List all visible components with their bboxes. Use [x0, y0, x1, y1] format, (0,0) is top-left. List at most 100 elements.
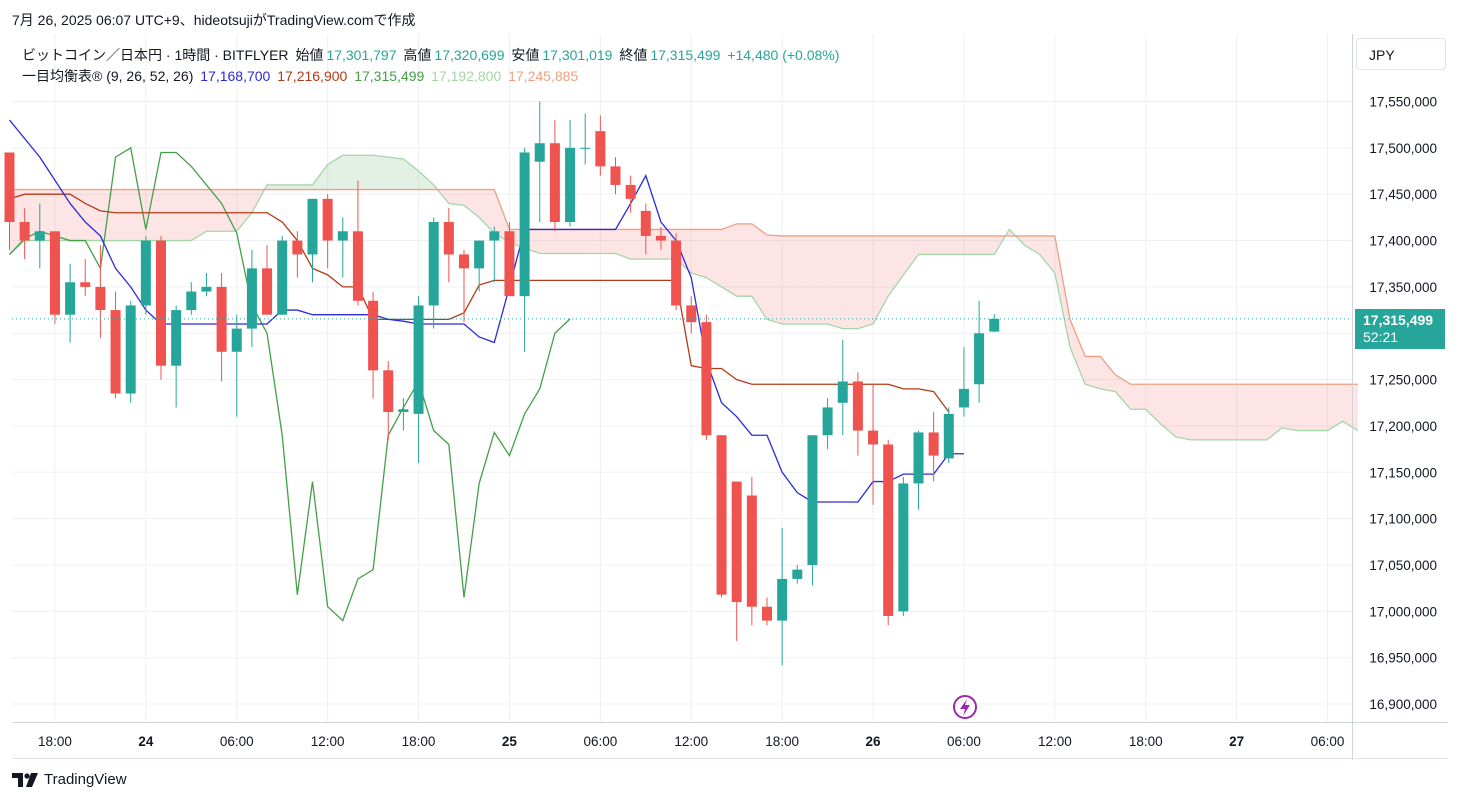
kumo-segment [585, 229, 601, 254]
candle [201, 272, 212, 297]
kumo-segment [721, 223, 737, 297]
chart-legend: ビットコイン／日本円 · 1時間 · BITFLYER 始値 17,301,797… [22, 45, 842, 87]
chikou-line [9, 146, 571, 622]
candle [49, 231, 60, 324]
span-b-value: 17,245,885 [508, 68, 579, 84]
candle-body [913, 432, 924, 484]
candle [655, 226, 666, 250]
kumo-segment [373, 155, 389, 190]
price-tick-label: 17,150,000 [1369, 465, 1437, 480]
candle-body [4, 152, 15, 223]
candle [307, 198, 318, 283]
candle [368, 291, 379, 399]
price-tick-label: 17,400,000 [1369, 234, 1437, 249]
candle [913, 430, 924, 510]
candle [140, 235, 151, 315]
lightning-icon[interactable] [953, 695, 977, 719]
span-b-line [9, 188, 1358, 385]
candle-body [413, 305, 424, 414]
candle [958, 347, 969, 417]
candle [322, 194, 333, 269]
high-label: 高値 [403, 47, 432, 63]
currency-selector[interactable]: JPY [1356, 38, 1446, 70]
candle-body [307, 198, 318, 255]
candle-body [655, 235, 666, 241]
candle-body [428, 222, 439, 306]
change-value: +14,480 (+0.08%) [727, 47, 840, 63]
candle-body [171, 310, 182, 366]
tradingview-icon [12, 772, 38, 787]
kumo-segment [85, 189, 101, 241]
price-tick-label: 17,050,000 [1369, 558, 1437, 573]
candle [277, 235, 288, 315]
kumo-segment [1191, 384, 1207, 440]
candle-body [822, 407, 833, 436]
candle-body [762, 606, 772, 621]
candle-body [777, 578, 788, 621]
price-tick-label: 16,950,000 [1369, 651, 1437, 666]
kumo-segment [1176, 384, 1192, 440]
candle [640, 203, 651, 255]
time-tick-label: 06:00 [583, 734, 617, 749]
price-tick-label: 17,250,000 [1369, 373, 1437, 388]
candle-body [580, 147, 591, 149]
time-tick-label: 26 [866, 734, 882, 749]
time-tick-label: 18:00 [765, 734, 799, 749]
kumo-segment [751, 223, 767, 320]
kumo-segment [842, 235, 858, 329]
candle-body [459, 254, 469, 269]
price-tick-label: 17,500,000 [1369, 141, 1437, 156]
candle-body [958, 388, 969, 408]
candle [883, 439, 894, 626]
kijun-value: 17,216,900 [277, 68, 348, 84]
candle-body [519, 152, 530, 297]
candle-body [595, 131, 606, 167]
span-a-line [9, 154, 1359, 441]
price-tick-label: 17,000,000 [1369, 604, 1437, 619]
kumo-segment [1070, 319, 1086, 385]
time-tick-label: 12:00 [674, 734, 708, 749]
candle-body [398, 409, 409, 413]
candle [580, 113, 591, 165]
kumo-segment [342, 155, 358, 190]
candle [837, 339, 848, 436]
candle [474, 240, 485, 292]
kumo-segment [1130, 384, 1146, 410]
candle-body [943, 413, 954, 459]
candle-body [489, 231, 500, 241]
candle [443, 208, 454, 283]
kumo-segment [797, 235, 813, 324]
tradingview-logo[interactable]: TradingView [12, 771, 127, 788]
price-tick-label: 17,450,000 [1369, 187, 1437, 202]
candle-body [746, 495, 757, 607]
candle [534, 101, 545, 223]
candle [398, 398, 409, 431]
close-label: 終値 [619, 47, 648, 63]
candle-body [549, 143, 560, 223]
candle-body [701, 322, 712, 436]
candle [262, 245, 273, 315]
candle [80, 259, 91, 297]
kumo-segment [70, 189, 86, 241]
candle [352, 180, 363, 306]
chart-grid [12, 34, 1352, 722]
candle-body [883, 444, 894, 616]
kumo-segment [782, 235, 798, 324]
candle [549, 120, 560, 232]
brand-name: TradingView [44, 771, 127, 788]
indicator-name[interactable]: 一目均衡表® (9, 26, 52, 26) [22, 68, 194, 84]
candle [610, 157, 621, 195]
kumo-segment [933, 235, 949, 255]
candle-body [19, 222, 30, 241]
kumo-segment [1039, 235, 1055, 273]
kumo-segment [282, 184, 298, 190]
price-tick-label: 17,200,000 [1369, 419, 1437, 434]
candle [974, 300, 985, 403]
candle [898, 476, 909, 616]
symbol-name[interactable]: ビットコイン／日本円 · 1時間 · BITFLYER [22, 47, 289, 63]
kumo-segment [570, 229, 586, 254]
kumo-segment [963, 235, 980, 255]
candle-body [246, 268, 257, 329]
candle-body [186, 291, 197, 311]
